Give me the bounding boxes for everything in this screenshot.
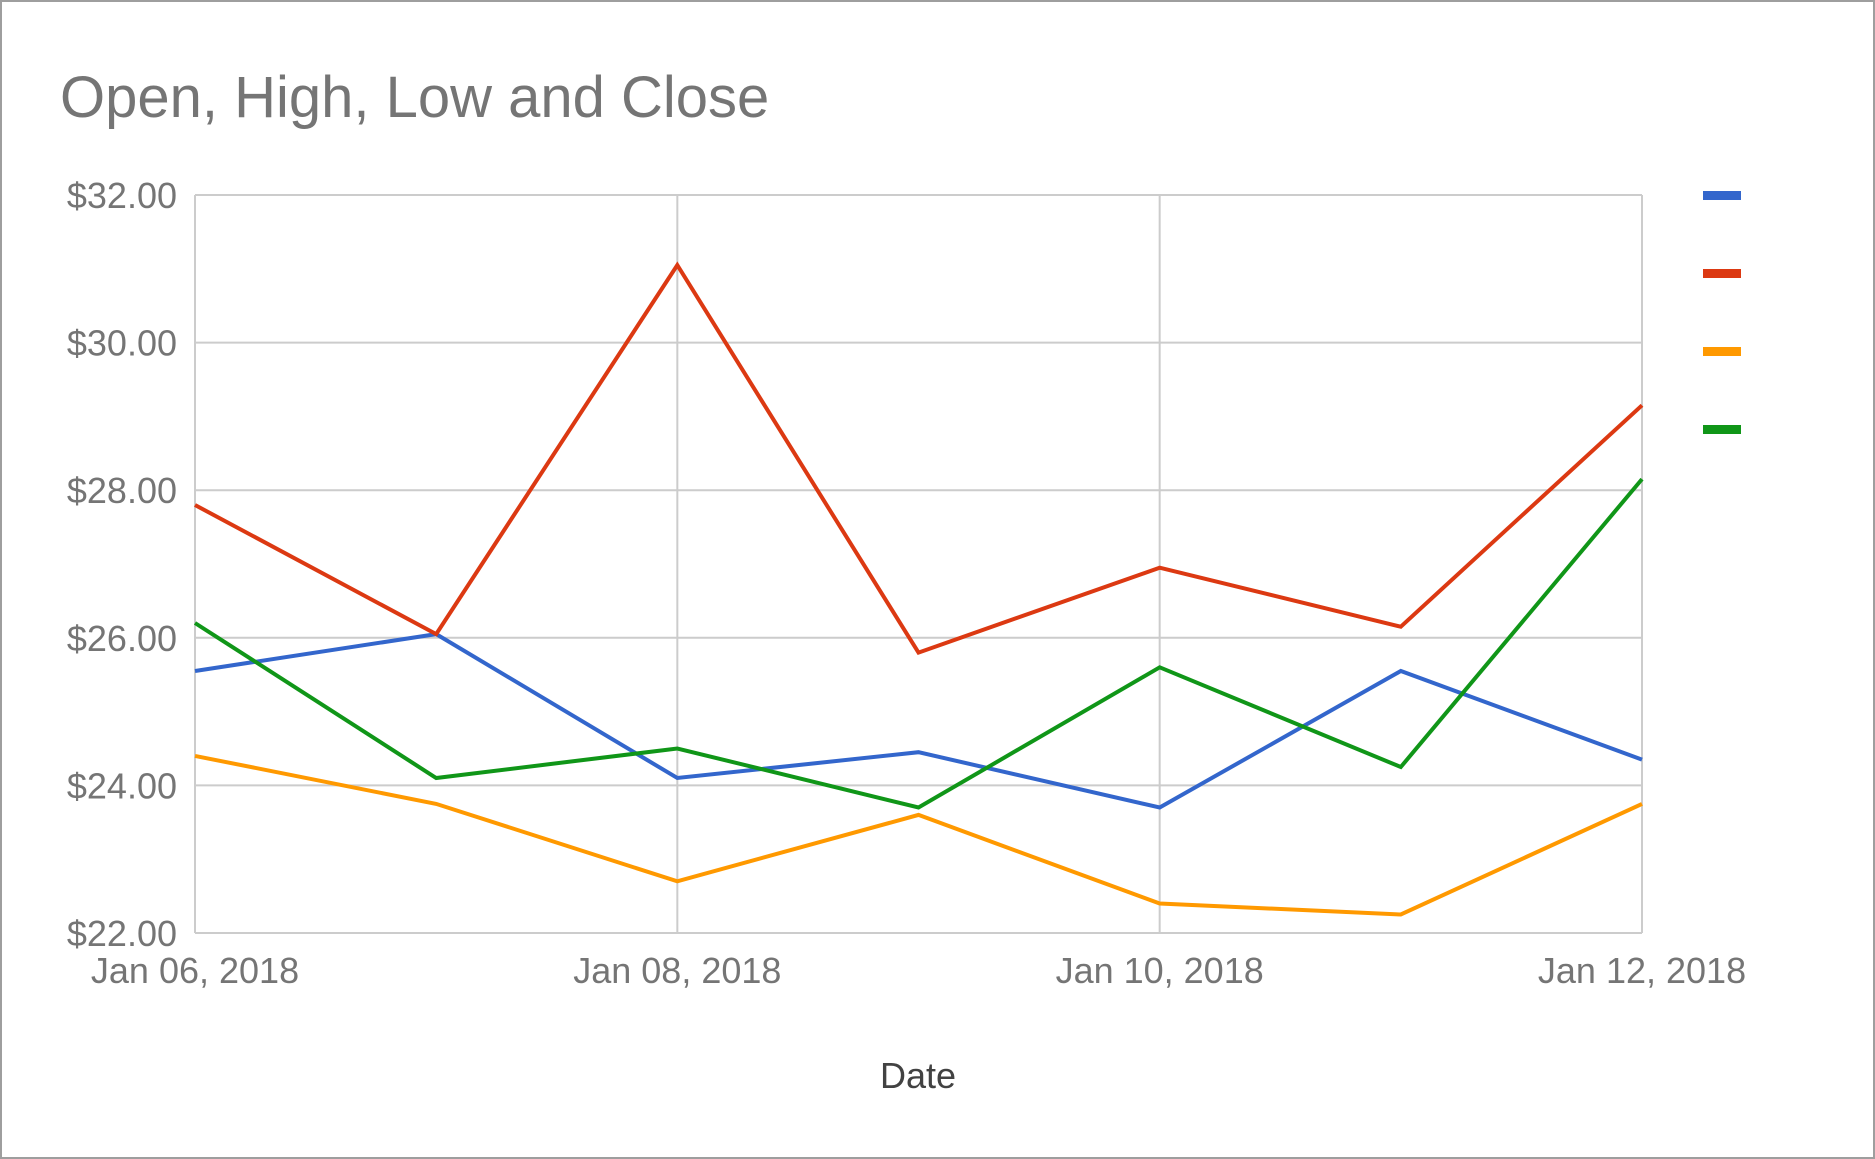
x-tick-label: Jan 08, 2018 <box>573 950 781 991</box>
y-tick-label: $30.00 <box>67 323 177 364</box>
series-line-3[interactable] <box>194 753 1643 917</box>
y-tick-label: $28.00 <box>67 470 177 511</box>
x-axis-ticks: Jan 06, 2018 Jan 08, 2018 Jan 10, 2018 Jan … <box>91 950 1746 991</box>
series-line-1[interactable] <box>194 632 1643 810</box>
y-tick-label: $24.00 <box>67 765 177 806</box>
series-line-2[interactable] <box>194 261 1644 656</box>
x-tick-label: Jan 06, 2018 <box>91 950 299 991</box>
legend-swatch-1[interactable] <box>1703 191 1741 200</box>
series-lines <box>193 261 1644 917</box>
legend-swatch-4[interactable] <box>1703 425 1741 434</box>
y-tick-label: $26.00 <box>67 618 177 659</box>
y-tick-label: $22.00 <box>67 913 177 954</box>
x-tick-label: Jan 10, 2018 <box>1056 950 1264 991</box>
chart-title: Open, High, Low and Close <box>60 65 769 130</box>
legend[interactable] <box>1703 191 1741 434</box>
legend-swatch-3[interactable] <box>1703 347 1741 356</box>
y-axis-ticks: $22.00 $24.00 $26.00 $28.00 $30.00 $32.00 <box>67 175 177 954</box>
x-axis-title: Date <box>880 1055 956 1096</box>
series-line-4[interactable] <box>193 477 1644 810</box>
grid <box>194 194 1643 934</box>
y-tick-label: $32.00 <box>67 175 177 216</box>
legend-swatch-2[interactable] <box>1703 269 1741 278</box>
x-tick-label: Jan 12, 2018 <box>1538 950 1746 991</box>
